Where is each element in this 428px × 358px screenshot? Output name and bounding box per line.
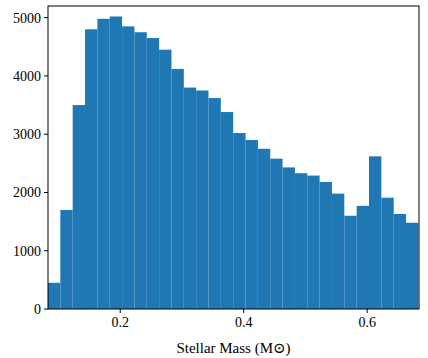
- chart: 0.2 0.4 0.6 0 1000 2000 3000 4000 5000 Stellar Ma…: [0, 0, 428, 358]
- bar: [357, 206, 369, 309]
- y-tick-label: 3000: [13, 127, 41, 142]
- bar: [332, 194, 344, 309]
- bar: [147, 38, 159, 309]
- bar: [307, 176, 319, 309]
- bar: [381, 198, 393, 309]
- x-tick-label: 0.2: [111, 315, 129, 330]
- x-tick-label: 0.4: [235, 315, 253, 330]
- bar: [406, 223, 418, 309]
- frame: [48, 6, 419, 309]
- bar: [196, 90, 208, 309]
- x-tick: [120, 309, 121, 313]
- y-tick-label: 4000: [13, 69, 41, 84]
- y-tick: [44, 75, 48, 76]
- bar: [394, 214, 406, 309]
- bar: [110, 16, 122, 309]
- y-tick-label: 5000: [13, 11, 41, 26]
- y-tick: [44, 309, 48, 310]
- bar: [246, 140, 258, 309]
- bar: [208, 98, 220, 309]
- y-tick-label: 0: [34, 302, 41, 317]
- bar: [97, 19, 109, 309]
- bar: [295, 173, 307, 309]
- bar: [258, 149, 270, 309]
- x-tick: [367, 309, 368, 313]
- bar: [344, 216, 356, 309]
- y-tick: [44, 134, 48, 135]
- bar: [233, 133, 245, 309]
- bar: [283, 167, 295, 309]
- bar: [221, 112, 233, 309]
- y-tick-label: 2000: [13, 185, 41, 200]
- bar: [122, 26, 134, 309]
- bar: [270, 159, 282, 309]
- bar: [134, 32, 146, 309]
- bar: [85, 29, 97, 309]
- bars: [48, 16, 418, 309]
- bar: [60, 210, 72, 309]
- bar: [48, 283, 60, 309]
- x-tick-label: 0.6: [358, 315, 376, 330]
- bar: [171, 69, 183, 309]
- y-tick: [44, 250, 48, 251]
- bar: [369, 156, 381, 309]
- bar: [159, 50, 171, 309]
- bar: [73, 105, 85, 309]
- y-tick-label: 1000: [13, 244, 41, 259]
- y-tick: [44, 192, 48, 193]
- bar: [320, 182, 332, 309]
- x-axis-label: Stellar Mass (M⊙): [176, 340, 290, 357]
- y-tick: [44, 17, 48, 18]
- x-tick: [243, 309, 244, 313]
- bar: [184, 88, 196, 309]
